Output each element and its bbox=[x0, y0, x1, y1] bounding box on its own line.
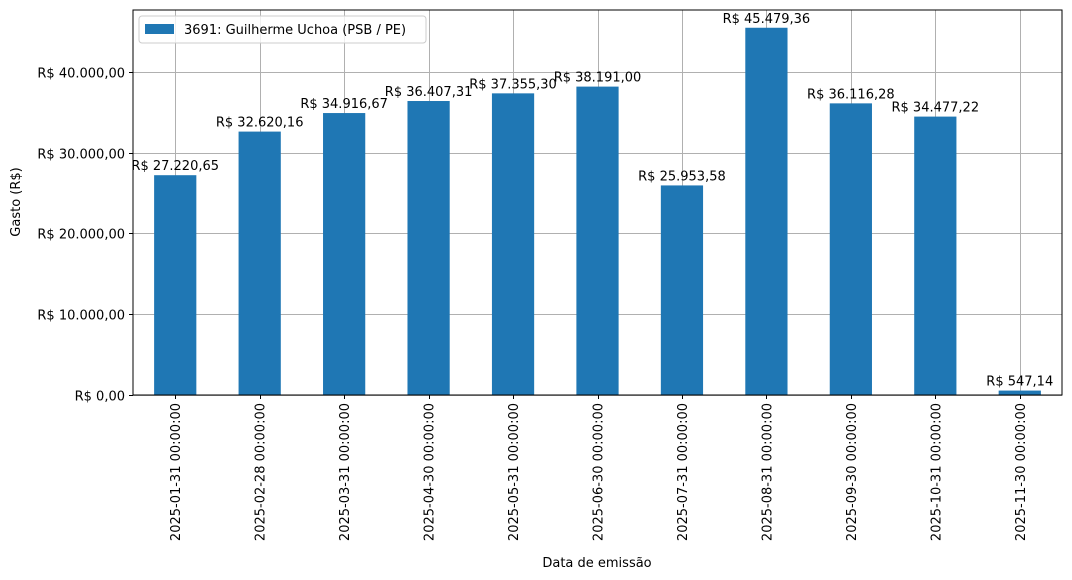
bar-value-label: R$ 38.191,00 bbox=[554, 71, 642, 86]
y-axis-title: Gasto (R$) bbox=[9, 167, 24, 236]
x-axis-title: Data de emissão bbox=[542, 556, 651, 571]
x-tick-label: 2025-11-30 00:00:00 bbox=[1014, 403, 1029, 541]
x-tick-label: 2025-03-31 00:00:00 bbox=[338, 403, 353, 541]
y-tick-label: R$ 20.000,00 bbox=[37, 228, 125, 243]
plot-frame bbox=[132, 9, 1063, 396]
bar-value-label: R$ 34.477,22 bbox=[892, 101, 980, 116]
x-tick-label: 2025-10-31 00:00:00 bbox=[929, 403, 944, 541]
x-tick-label: 2025-02-28 00:00:00 bbox=[254, 403, 269, 541]
bar-value-label: R$ 34.916,67 bbox=[300, 97, 388, 112]
bar bbox=[491, 93, 535, 395]
bar bbox=[407, 101, 450, 395]
x-tick-label: 2025-08-31 00:00:00 bbox=[760, 403, 775, 541]
y-tick-label: R$ 30.000,00 bbox=[37, 148, 125, 163]
legend-label: 3691: Guilherme Uchoa (PSB / PE) bbox=[184, 23, 406, 38]
bar-value-label: R$ 37.355,30 bbox=[469, 77, 557, 92]
bar-value-label: R$ 25.953,58 bbox=[638, 169, 726, 184]
bar bbox=[238, 131, 281, 395]
x-tick-label: 2025-06-30 00:00:00 bbox=[592, 403, 607, 541]
bar bbox=[914, 116, 957, 395]
x-tick-label: 2025-05-31 00:00:00 bbox=[507, 403, 522, 541]
bar-value-label: R$ 27.220,65 bbox=[131, 159, 219, 174]
bar bbox=[998, 390, 1041, 395]
bars bbox=[154, 27, 1041, 396]
bar-value-label: R$ 36.116,28 bbox=[807, 87, 895, 102]
bar-value-label: R$ 36.407,31 bbox=[385, 85, 473, 100]
bar-value-labels: R$ 27.220,65R$ 32.620,16R$ 34.916,67R$ 3… bbox=[131, 12, 1053, 390]
bar bbox=[745, 27, 788, 395]
legend-box bbox=[138, 15, 427, 44]
x-tick-label: 2025-01-31 00:00:00 bbox=[169, 403, 184, 541]
y-axis-ticks: R$ 0,00 R$ 10.000,00 R$ 20.000,00 R$ 30.000… bbox=[37, 67, 133, 405]
bar bbox=[323, 113, 366, 395]
x-tick-label: 2025-04-30 00:00:00 bbox=[423, 403, 438, 541]
y-tick-label: R$ 0,00 bbox=[75, 390, 125, 405]
bar bbox=[829, 103, 872, 395]
legend: 3691: Guilherme Uchoa (PSB / PE) bbox=[138, 15, 427, 44]
y-tick-label: R$ 10.000,00 bbox=[37, 309, 125, 324]
bar-value-label: R$ 45.479,36 bbox=[723, 12, 811, 27]
bar bbox=[576, 86, 619, 396]
bar-value-label: R$ 32.620,16 bbox=[216, 116, 304, 131]
y-tick-label: R$ 40.000,00 bbox=[37, 67, 125, 82]
bar-value-label: R$ 547,14 bbox=[986, 375, 1053, 390]
x-tick-label: 2025-09-30 00:00:00 bbox=[845, 403, 860, 541]
x-tick-label: 2025-07-31 00:00:00 bbox=[676, 403, 691, 541]
x-axis-ticks: 2025-01-31 00:00:00 2025-02-28 00:00:00 20… bbox=[169, 395, 1029, 541]
bar bbox=[154, 175, 197, 395]
legend-swatch bbox=[145, 24, 174, 34]
bar bbox=[660, 185, 704, 395]
